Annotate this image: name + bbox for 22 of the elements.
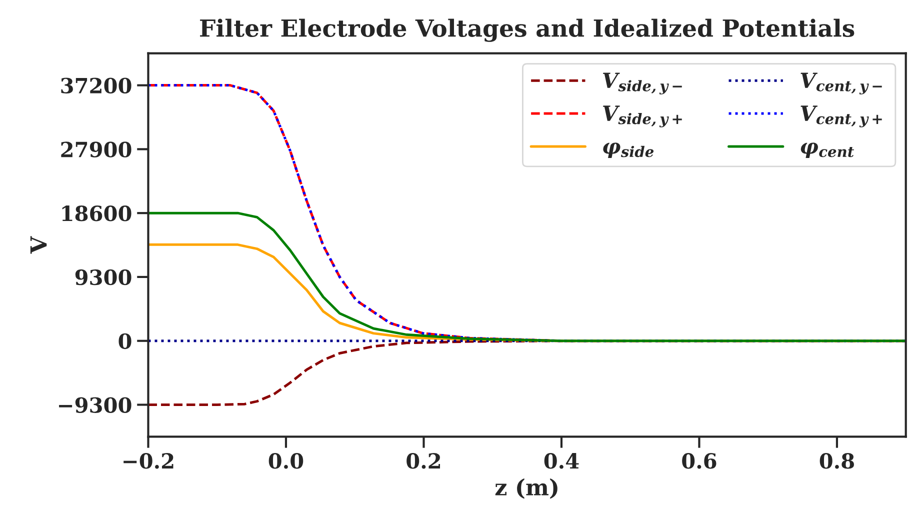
x-tick-label: −0.2: [124, 453, 174, 469]
legend-label: V$_{side,y−}$: [603, 72, 682, 94]
x-tick-label: 0.6: [682, 453, 716, 469]
y-tick-label: 0: [118, 333, 132, 350]
x-axis-title: z (m): [495, 478, 558, 499]
legend-label: φ$_{cent}$: [800, 142, 854, 158]
y-tick-label: −9300: [59, 397, 132, 413]
x-tick-label: 0.4: [544, 453, 579, 469]
legend-label: φ$_{side}$: [603, 142, 654, 158]
legend-label: V$_{side,y+}$: [603, 106, 682, 128]
x-tick-label: 0.8: [820, 453, 854, 469]
y-tick-label: 37200: [61, 78, 132, 94]
y-tick-label: 18600: [62, 206, 132, 222]
legend-label: V$_{cent,y−}$: [800, 72, 882, 94]
x-tick-label: 0.2: [406, 453, 440, 469]
legend-label: V$_{cent,y+}$: [800, 106, 882, 128]
line-series: [148, 212, 906, 342]
y-axis-title: V: [30, 236, 47, 254]
y-tick-label: 27900: [61, 142, 132, 158]
chart-title: Filter Electrode Voltages and Idealized Potentials: [200, 18, 854, 42]
y-tick-label: 9300: [75, 269, 132, 286]
x-tick-label: 0.0: [268, 453, 304, 469]
